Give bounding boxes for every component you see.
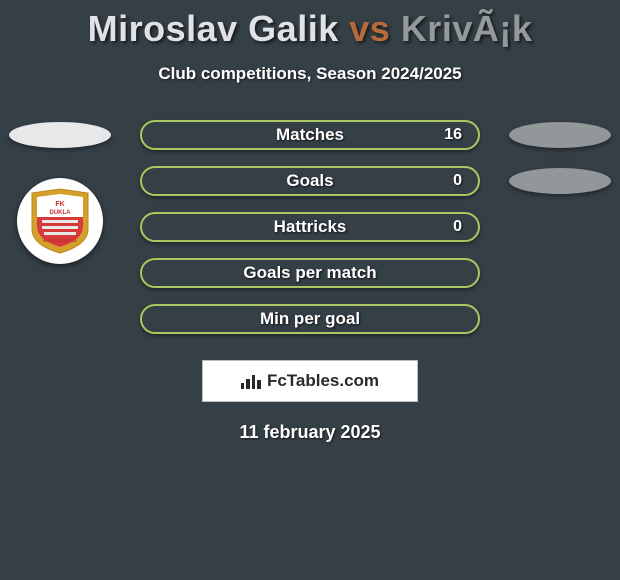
svg-text:FK: FK xyxy=(55,201,64,208)
stat-row-gpm: Goals per match xyxy=(0,250,620,296)
stat-pill-goals: Goals 0 xyxy=(140,166,480,196)
left-ellipse-0 xyxy=(9,122,111,148)
stat-label: Min per goal xyxy=(260,309,360,329)
right-ellipse-1 xyxy=(509,168,611,194)
barchart-icon xyxy=(241,373,261,389)
fctables-text: FcTables.com xyxy=(267,371,379,391)
title-player2: KrivÃ¡k xyxy=(401,8,533,49)
title-player1: Miroslav Galik xyxy=(88,8,339,49)
stat-label: Hattricks xyxy=(274,217,347,237)
stat-value-right: 0 xyxy=(453,218,462,236)
stat-label: Matches xyxy=(276,125,344,145)
svg-text:BANSKÁ BYSTRICA: BANSKÁ BYSTRICA xyxy=(43,238,77,243)
svg-text:DUKLA: DUKLA xyxy=(50,210,72,216)
stat-pill-matches: Matches 16 xyxy=(140,120,480,150)
stat-pill-hattricks: Hattricks 0 xyxy=(140,212,480,242)
stat-row-matches: Matches 16 xyxy=(0,112,620,158)
stat-pill-mpg: Min per goal xyxy=(140,304,480,334)
player1-avatar: FK DUKLA BANSKÁ BYSTRICA xyxy=(17,178,103,264)
club-crest-icon: FK DUKLA BANSKÁ BYSTRICA xyxy=(28,187,92,255)
stat-row-mpg: Min per goal xyxy=(0,296,620,342)
title-vs: vs xyxy=(349,8,390,49)
stat-label: Goals xyxy=(286,171,333,191)
stat-value-right: 0 xyxy=(453,172,462,190)
right-ellipse-0 xyxy=(509,122,611,148)
stat-value-right: 16 xyxy=(444,126,462,144)
subtitle: Club competitions, Season 2024/2025 xyxy=(0,64,620,84)
fctables-attribution[interactable]: FcTables.com xyxy=(202,360,418,402)
stat-pill-gpm: Goals per match xyxy=(140,258,480,288)
page-title: Miroslav Galik vs KrivÃ¡k xyxy=(0,0,620,50)
date-text: 11 february 2025 xyxy=(0,422,620,443)
stat-label: Goals per match xyxy=(243,263,376,283)
